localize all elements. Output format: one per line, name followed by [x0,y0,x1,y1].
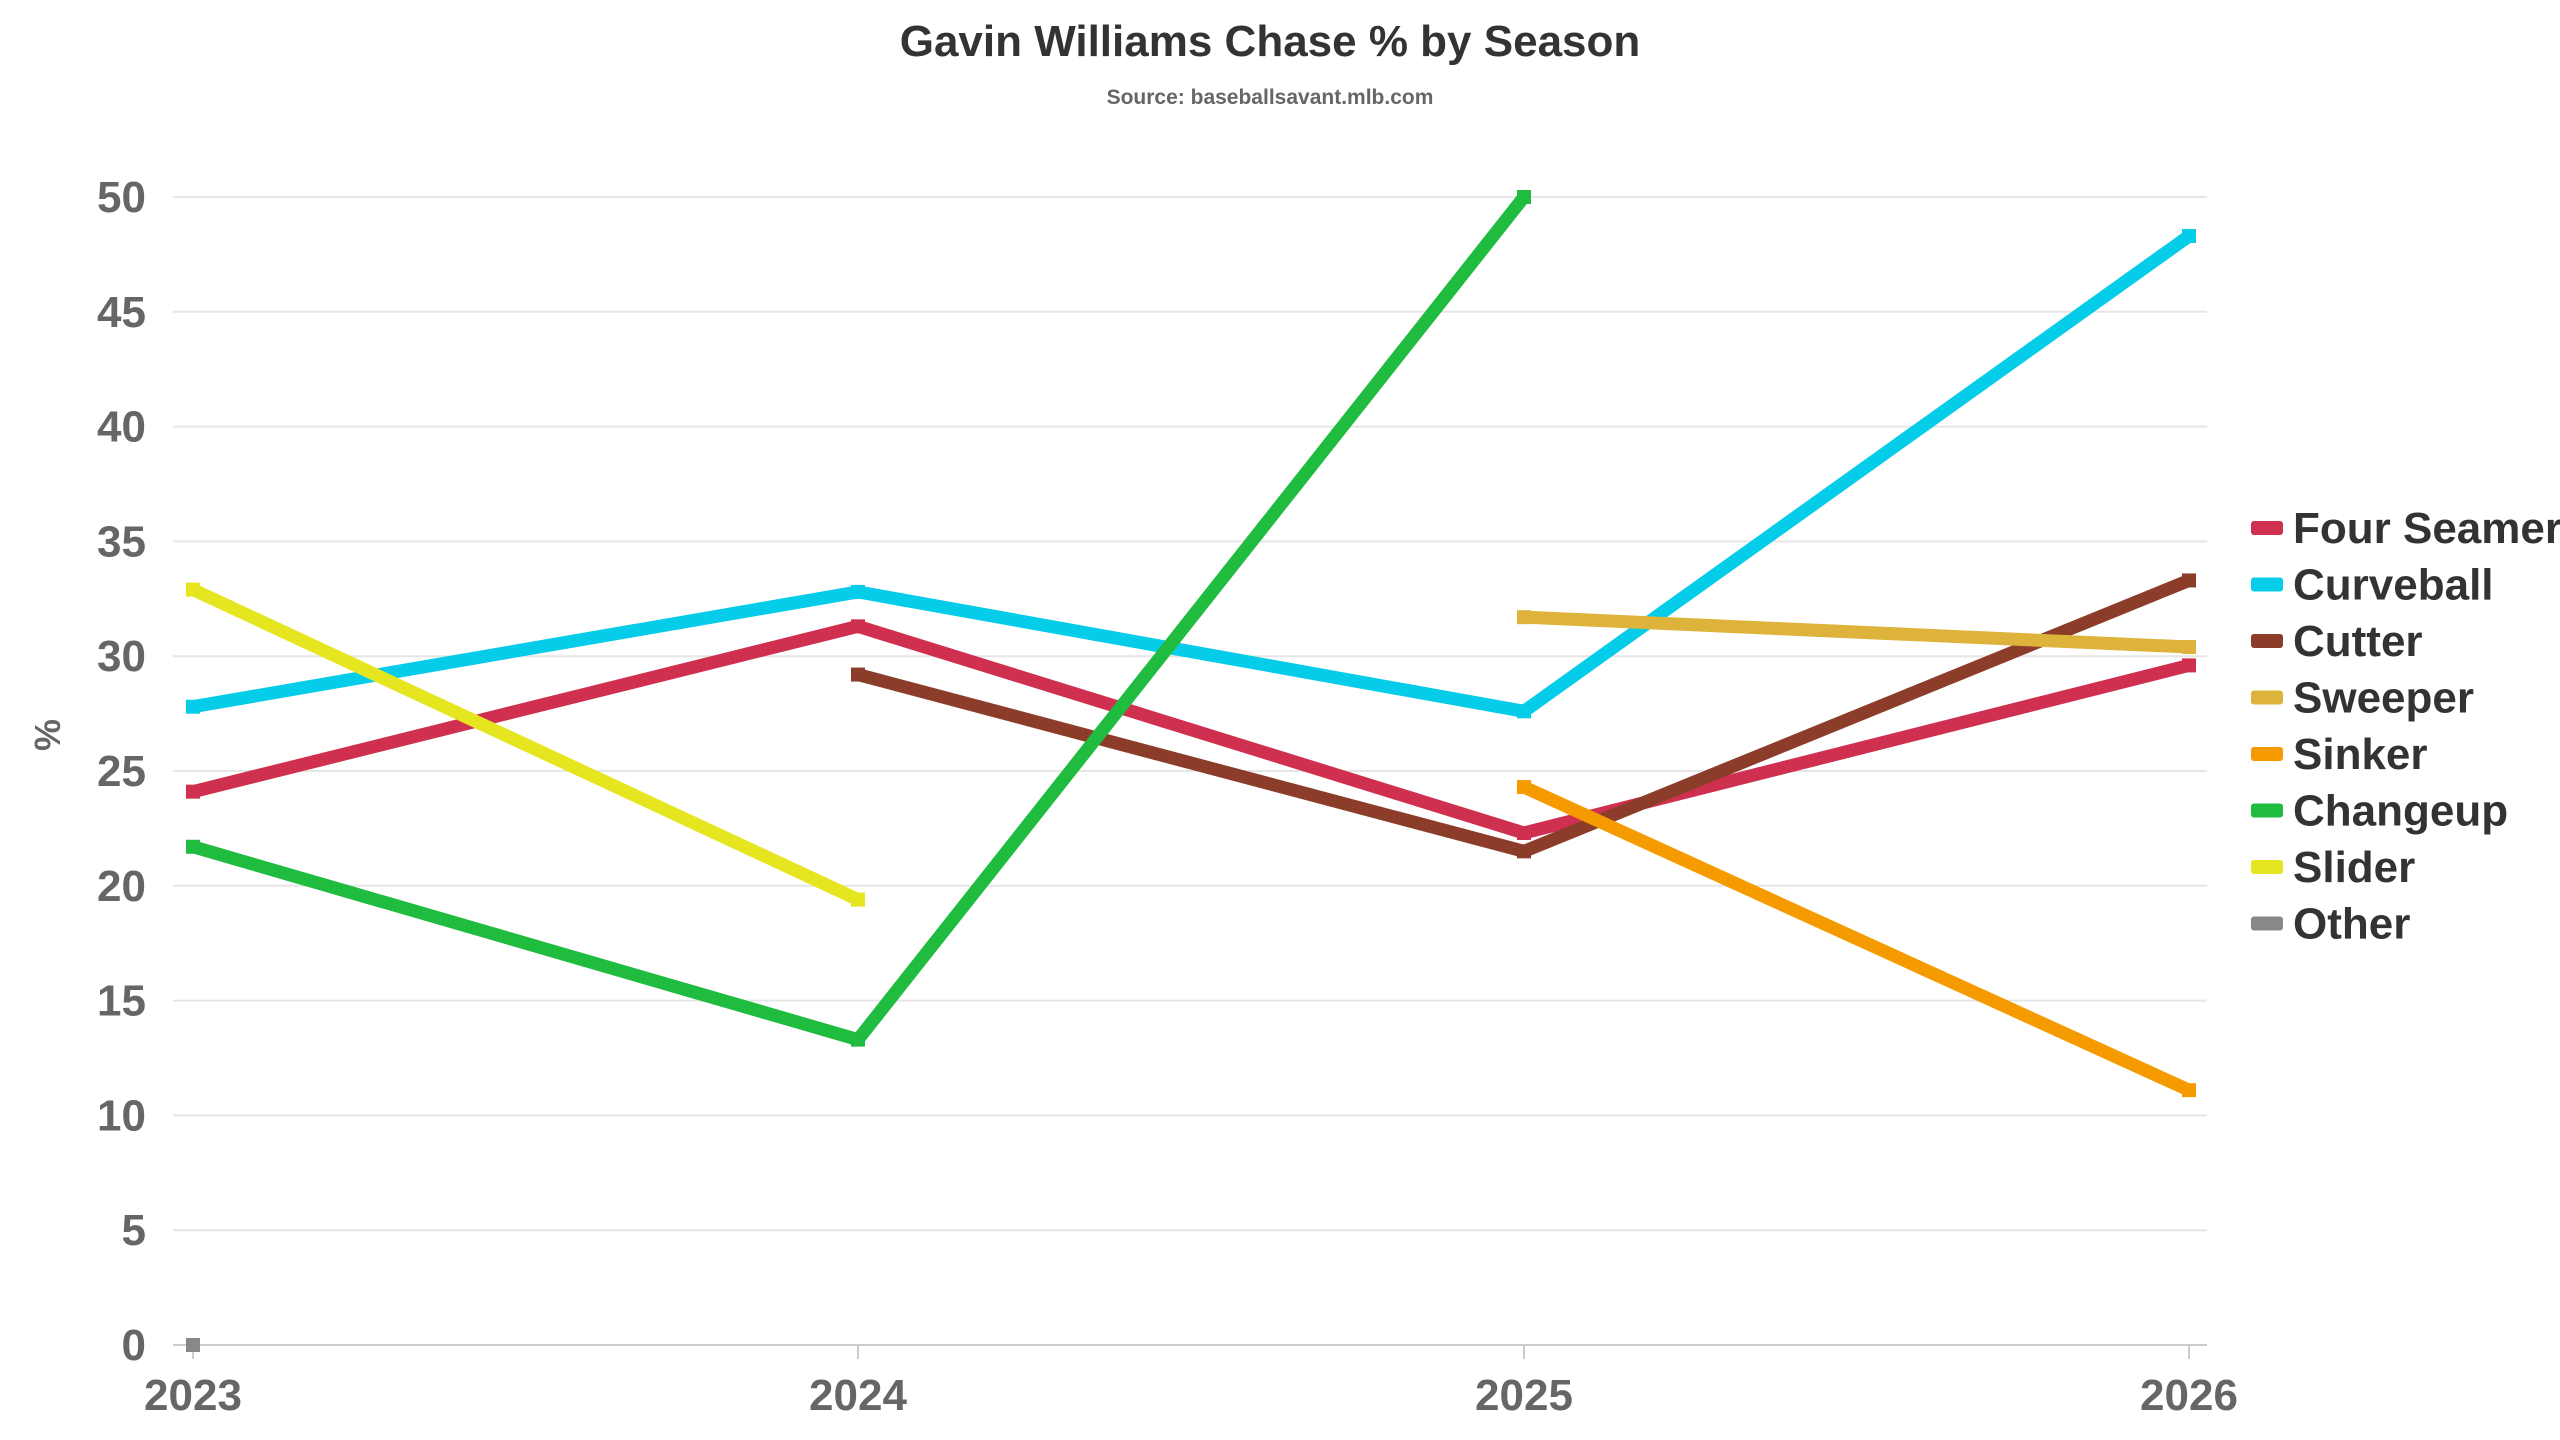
data-point [1517,844,1531,859]
legend-item[interactable]: Sinker [2251,730,2428,779]
x-tick-label: 2025 [1475,1371,1573,1420]
chart-subtitle: Source: baseballsavant.mlb.com [1107,86,1434,109]
series-path [190,583,861,906]
y-tick-label: 0 [122,1321,146,1370]
legend-swatch [2251,747,2283,761]
x-axis-ticks: 2023 2024 2025 2026 [144,1345,2238,1420]
legend-label: Sinker [2293,730,2428,779]
series-path [191,619,2191,840]
data-point [1517,704,1531,719]
y-tick-label: 40 [97,403,146,452]
data-point [186,1338,200,1352]
data-point [851,667,865,682]
grid [173,196,2207,1346]
x-tick-label: 2023 [144,1371,242,1420]
series-line [186,229,2196,719]
legend-label: Cutter [2293,617,2423,666]
x-tick-label: 2026 [2140,1371,2238,1420]
series-lines [186,190,2196,1352]
data-point [2182,573,2196,588]
y-axis-label: % [27,719,68,751]
data-point [851,584,865,599]
legend-swatch [2251,690,2283,705]
y-tick-label: 5 [122,1206,146,1255]
y-tick-label: 35 [97,517,146,566]
series-path [191,192,1530,1047]
legend-item[interactable]: Sweeper [2251,674,2474,723]
data-point [1517,190,1531,204]
y-tick-label: 25 [97,747,146,796]
series-line [1517,780,2196,1098]
series-path [1521,781,2192,1097]
legend-swatch [2251,521,2283,535]
series-path [191,230,2193,718]
data-point [2182,229,2196,244]
legend-swatch [2251,916,2283,931]
legend-label: Slider [2293,843,2415,892]
legend-swatch [2251,803,2283,818]
series-path [1523,610,2190,654]
legend-label: Other [2293,900,2410,949]
legend-item[interactable]: Other [2251,900,2410,949]
legend-swatch [2251,634,2283,648]
legend-item[interactable]: Cutter [2251,617,2423,666]
legend-swatch [2251,860,2283,874]
legend-label: Curveball [2293,561,2494,610]
data-point [186,784,200,799]
data-point [851,1032,865,1047]
series-line [186,1338,200,1352]
series-line [186,190,1531,1047]
x-tick-label: 2024 [809,1371,907,1420]
legend-item[interactable]: Curveball [2251,561,2494,610]
y-tick-label: 50 [97,173,146,222]
data-point [851,892,865,907]
legend-label: Changeup [2293,787,2508,836]
legend-swatch [2251,577,2283,592]
data-point [1517,825,1531,840]
y-tick-label: 15 [97,977,146,1026]
data-point [186,839,200,854]
legend-label: Sweeper [2293,674,2474,723]
data-point [1517,610,1531,625]
data-point [186,582,200,597]
chart-title: Gavin Williams Chase % by Season [900,17,1641,66]
data-point [2182,658,2196,673]
y-tick-label: 20 [97,862,146,911]
legend-item[interactable]: Slider [2251,843,2415,892]
data-point [186,699,200,714]
y-tick-label: 30 [97,632,146,681]
legend-item[interactable]: Changeup [2251,787,2508,836]
legend-label: Four Seamer [2293,504,2560,553]
legend: Four Seamer Curveball Cutter Sweeper Sinker C… [2251,504,2560,949]
legend-item[interactable]: Four Seamer [2251,504,2560,553]
data-point [2182,1083,2196,1098]
series-line [851,573,2196,859]
y-axis-ticks: 0 5 10 15 20 25 30 35 40 45 50 [97,173,146,1370]
series-line [186,582,865,907]
data-point [851,619,865,634]
series-line [1517,610,2196,655]
y-tick-label: 45 [97,288,146,337]
y-tick-label: 10 [97,1091,146,1140]
data-point [1517,780,1531,795]
data-point [2182,640,2196,655]
series-line [186,619,2196,840]
